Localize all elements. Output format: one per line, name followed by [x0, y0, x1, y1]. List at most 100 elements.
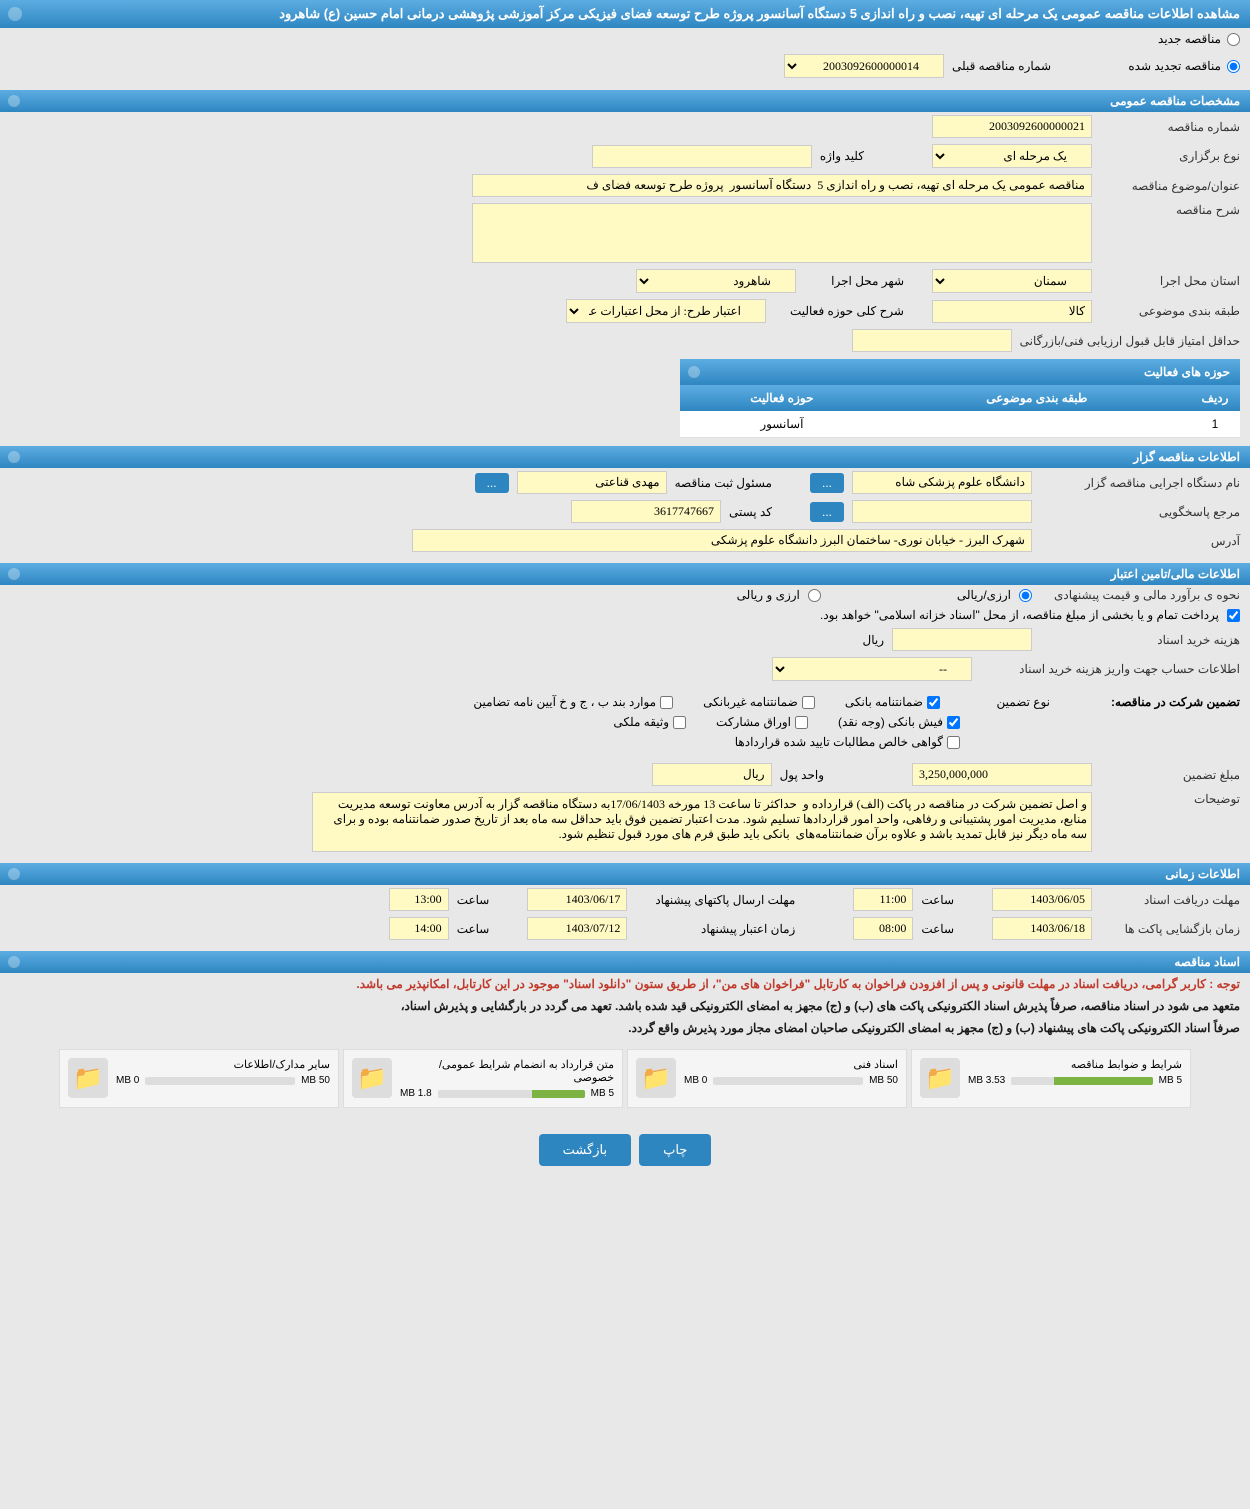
collapse-icon[interactable] — [8, 956, 20, 968]
collapse-icon[interactable] — [8, 451, 20, 463]
open-time[interactable] — [853, 917, 913, 940]
doc-title: متن قرارداد به انضمام شرایط عمومی/خصوصی — [400, 1058, 614, 1084]
tender-number-input[interactable] — [932, 115, 1092, 138]
keyword-input[interactable] — [592, 145, 812, 168]
radio-renewed-label: مناقصه تجدید شده — [1128, 59, 1221, 73]
doc-cost-input[interactable] — [892, 628, 1032, 651]
guarantee-type-label: نوع تضمین — [970, 695, 1050, 709]
collapse-icon[interactable] — [8, 95, 20, 107]
radio-new-label: مناقصه جدید — [1158, 32, 1221, 46]
send-date[interactable] — [527, 888, 627, 911]
send-time[interactable] — [389, 888, 449, 911]
notes-textarea[interactable]: و اصل تضمین شرکت در مناقصه در پاکت (الف)… — [312, 792, 1092, 852]
folder-icon: 📁 — [920, 1058, 960, 1098]
responder-lookup-button[interactable]: ... — [810, 502, 844, 522]
currency-label: واحد پول — [780, 768, 824, 782]
offer-label: زمان اعتبار پیشنهاد — [635, 922, 795, 936]
currency-input[interactable] — [652, 763, 772, 786]
page-title: مشاهده اطلاعات مناقصه عمومی یک مرحله ای … — [279, 6, 1240, 21]
collapse-icon[interactable] — [8, 568, 20, 580]
city-label: شهر محل اجرا — [804, 274, 904, 288]
exec-lookup-button[interactable]: ... — [810, 473, 844, 493]
register-lookup-button[interactable]: ... — [475, 473, 509, 493]
collapse-icon[interactable] — [688, 366, 700, 378]
open-date[interactable] — [992, 917, 1092, 940]
activity-desc-select[interactable]: اعتبار طرح: از محل اعتبارات عمرانی دانشگ… — [566, 299, 766, 323]
offer-time[interactable] — [389, 917, 449, 940]
payment-checkbox[interactable] — [1227, 609, 1240, 622]
tender-number-label: شماره مناقصه — [1100, 120, 1240, 134]
doc-card[interactable]: اسناد فنی 50 MB 0 MB 📁 — [627, 1049, 907, 1108]
category-input[interactable] — [932, 300, 1092, 323]
prev-number-select[interactable]: 2003092600000014 — [784, 54, 944, 78]
prev-number-label: شماره مناقصه قبلی — [952, 59, 1051, 73]
table-row: 1 آسانسور — [680, 411, 1240, 438]
doc-card[interactable]: متن قرارداد به انضمام شرایط عمومی/خصوصی … — [343, 1049, 623, 1108]
holding-type-label: نوع برگزاری — [1100, 149, 1240, 163]
section-organizer: اطلاعات مناقصه گزار — [0, 446, 1250, 468]
receive-time[interactable] — [853, 888, 913, 911]
progress-fill — [1054, 1077, 1153, 1085]
radio-arz[interactable] — [808, 589, 821, 602]
holding-type-select[interactable]: یک مرحله ای — [932, 144, 1092, 168]
print-button[interactable]: چاپ — [639, 1134, 711, 1166]
cb-property[interactable] — [673, 716, 686, 729]
cb-stock[interactable] — [795, 716, 808, 729]
method-label: نحوه ی برآورد مالی و قیمت پیشنهادی — [1040, 588, 1240, 602]
cb-bank[interactable] — [927, 696, 940, 709]
address-label: آدرس — [1040, 534, 1240, 548]
account-select[interactable]: -- — [772, 657, 972, 681]
collapse-icon[interactable] — [8, 868, 20, 880]
doc-cost-unit: ریال — [862, 633, 884, 647]
payment-note: پرداخت تمام و یا بخشی از مبلغ مناقصه، از… — [820, 608, 1219, 622]
min-score-label: حداقل امتیاز قابل قبول ارزیابی فنی/بازرگ… — [1020, 334, 1240, 348]
folder-icon: 📁 — [636, 1058, 676, 1098]
cb-nonbank[interactable] — [802, 696, 815, 709]
progress-fill — [532, 1090, 585, 1098]
province-label: استان محل اجرا — [1100, 274, 1240, 288]
cb-bond[interactable] — [660, 696, 673, 709]
cb-cert[interactable] — [947, 736, 960, 749]
doc-cost-label: هزینه خرید اسناد — [1040, 633, 1240, 647]
note-red: توجه : کاربر گرامی، دریافت اسناد در مهلت… — [0, 973, 1250, 995]
section-general: مشخصات مناقصه عمومی — [0, 90, 1250, 112]
cb-fish[interactable] — [947, 716, 960, 729]
register-input[interactable] — [517, 471, 667, 494]
subject-input[interactable] — [472, 174, 1092, 197]
open-time-label: ساعت — [921, 922, 954, 936]
doc-title: سایر مدارک/اطلاعات — [116, 1058, 330, 1071]
doc-title: اسناد فنی — [684, 1058, 898, 1071]
radio-rial[interactable] — [1019, 589, 1032, 602]
address-input[interactable] — [412, 529, 1032, 552]
activity-table: ردیف طبقه بندی موضوعی حوزه فعالیت 1 آسان… — [680, 385, 1240, 438]
exec-label: نام دستگاه اجرایی مناقصه گزار — [1040, 476, 1240, 490]
exec-input[interactable] — [852, 471, 1032, 494]
min-score-input[interactable] — [852, 329, 1012, 352]
back-button[interactable]: بازگشت — [539, 1134, 631, 1166]
postcode-input[interactable] — [571, 500, 721, 523]
documents-grid: شرایط و ضوابط مناقصه 5 MB 3.53 MB 📁 اسنا… — [0, 1039, 1250, 1118]
notes-label: توضیحات — [1100, 792, 1240, 806]
doc-card[interactable]: شرایط و ضوابط مناقصه 5 MB 3.53 MB 📁 — [911, 1049, 1191, 1108]
collapse-icon[interactable] — [8, 7, 22, 21]
guarantee-amount-label: مبلغ تضمین — [1100, 768, 1240, 782]
receive-time-label: ساعت — [921, 893, 954, 907]
city-select[interactable]: شاهرود — [636, 269, 796, 293]
receive-date[interactable] — [992, 888, 1092, 911]
guarantee-amount-input[interactable] — [912, 763, 1092, 786]
radio-new-tender[interactable] — [1227, 33, 1240, 46]
activity-table-header: حوزه های فعالیت — [680, 359, 1240, 385]
send-time-label: ساعت — [457, 893, 490, 907]
radio-renewed-tender[interactable] — [1227, 60, 1240, 73]
responder-input[interactable] — [852, 500, 1032, 523]
folder-icon: 📁 — [352, 1058, 392, 1098]
activity-desc-label: شرح کلی حوزه فعالیت — [774, 304, 904, 318]
offer-date[interactable] — [527, 917, 627, 940]
section-timing: اطلاعات زمانی — [0, 863, 1250, 885]
description-textarea[interactable] — [472, 203, 1092, 263]
send-label: مهلت ارسال پاکتهای پیشنهاد — [635, 893, 795, 907]
col-activity: حوزه فعالیت — [680, 385, 884, 411]
note-dark1: متعهد می شود در اسناد مناقصه، صرفاً پذیر… — [0, 995, 1250, 1017]
doc-card[interactable]: سایر مدارک/اطلاعات 50 MB 0 MB 📁 — [59, 1049, 339, 1108]
province-select[interactable]: سمنان — [932, 269, 1092, 293]
